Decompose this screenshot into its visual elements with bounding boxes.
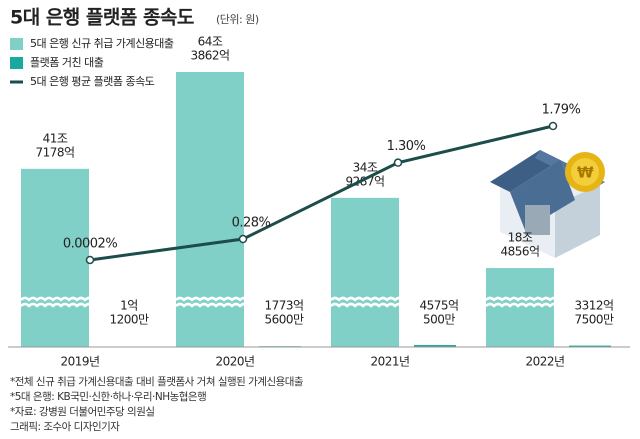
line (89, 124, 554, 262)
value-label: 64조 (198, 35, 223, 49)
footnote: 그래픽: 조수아 디자인기자 (10, 421, 120, 433)
bar (486, 268, 554, 347)
value-label: 5600만 (264, 313, 304, 327)
footnote: *5대 은행: KB국민·신한·하나·우리·NH농협은행 (10, 390, 206, 403)
bar (569, 345, 611, 347)
footnote: *자료: 강병원 더불어민주당 의원실 (10, 406, 155, 418)
value-label: 3862억 (190, 49, 229, 63)
x-tick-label: 2019년 (60, 355, 99, 369)
value-label: 500만 (423, 313, 455, 327)
value-label: 4575억 (419, 299, 458, 313)
unit-label: (단위: 원) (216, 13, 259, 26)
value-label: 18조 (508, 231, 533, 245)
svg-text:₩: ₩ (577, 164, 594, 182)
line-point (85, 255, 95, 265)
value-label: 41조 (43, 131, 68, 145)
break-wave (330, 296, 404, 302)
value-label: 34조 (353, 160, 378, 174)
bar (176, 72, 244, 347)
chart-title: 5대 은행 플랫폼 종속도 (10, 7, 194, 29)
bar (21, 168, 89, 347)
break-wave (485, 296, 559, 302)
legend-label: 5대 은행 신규 취급 가계신용대출 (30, 37, 174, 50)
break-wave (485, 302, 559, 308)
line-value-label: 1.79% (542, 103, 581, 118)
line-point (548, 121, 558, 131)
line-point (393, 158, 403, 167)
break-wave (175, 302, 249, 308)
value-label: 1200만 (109, 313, 149, 327)
x-tick-label: 2022년 (525, 355, 564, 369)
break-wave (20, 296, 94, 302)
value-label: 7500만 (574, 313, 614, 327)
legend-label: 플랫폼 거친 대출 (30, 56, 104, 69)
bank-illustration: ₩ (490, 150, 605, 258)
value-label: 1773억 (264, 299, 303, 313)
x-tick-label: 2021년 (370, 355, 409, 369)
line-value-label: 1.30% (387, 139, 426, 154)
break-wave (20, 302, 94, 308)
legend-swatch (10, 38, 23, 50)
legend-swatch (10, 57, 23, 69)
footnote: *전체 신규 취급 가계신용대출 대비 플랫폼사 거쳐 실행된 가계신용대출 (10, 376, 304, 388)
line-value-label: 0.28% (232, 216, 271, 231)
value-label: 3312억 (574, 299, 613, 313)
value-label: 4856억 (500, 245, 539, 259)
break-wave (330, 302, 404, 308)
break-wave (175, 296, 249, 302)
value-label: 1억 (120, 299, 138, 313)
legend-label: 5대 은행 평균 플랫폼 종속도 (30, 75, 155, 88)
x-tick-label: 2020년 (215, 355, 254, 369)
line-point (238, 234, 248, 244)
bar (414, 345, 456, 347)
bar (331, 197, 399, 347)
line-value-label: 0.0002% (63, 236, 117, 251)
value-label: 7178억 (35, 145, 74, 159)
